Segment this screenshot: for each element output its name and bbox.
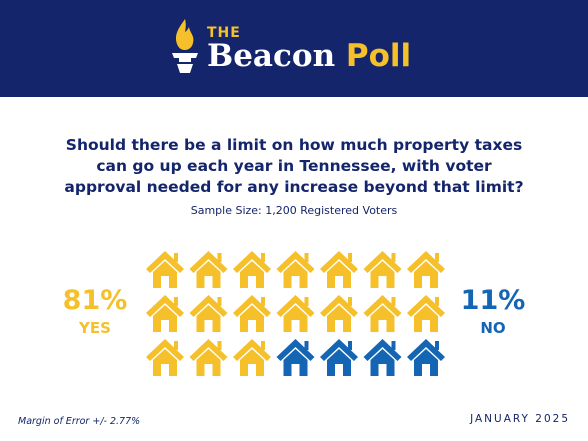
- house-icon-yes: [146, 295, 184, 332]
- house-icon-yes: [233, 339, 271, 376]
- house-icon-yes: [276, 295, 315, 332]
- poll-question: Should there be a limit on how much prop…: [64, 136, 524, 196]
- house-icon-no: [363, 339, 402, 376]
- poll-date: JANUARY 2025: [470, 413, 570, 425]
- no-percent: 11%: [460, 285, 526, 316]
- yes-percent: 81%: [62, 285, 128, 316]
- house-icon-yes: [233, 251, 271, 288]
- house-icon-yes: [189, 251, 228, 288]
- header-banner: THE Beacon Poll: [0, 0, 588, 97]
- torch-icon: [172, 19, 198, 73]
- logo-the-text: THE: [207, 25, 241, 41]
- house-icon-yes: [233, 295, 271, 332]
- house-icon-yes: [320, 251, 358, 288]
- logo-poll-text: Poll: [345, 38, 412, 74]
- house-icon-yes: [363, 295, 402, 332]
- house-icon-yes: [189, 295, 228, 332]
- house-icon-yes: [407, 251, 445, 288]
- house-icon-yes: [363, 251, 402, 288]
- logo-wordmark: Beacon Poll: [207, 38, 411, 74]
- house-icon-no: [276, 339, 315, 376]
- house-icon-no: [320, 339, 358, 376]
- house-icon-yes: [146, 251, 184, 288]
- house-icon-yes: [146, 339, 184, 376]
- house-icon-yes: [276, 251, 315, 288]
- yes-label: YES: [79, 319, 111, 337]
- margin-of-error: Margin of Error +/- 2.77%: [18, 416, 141, 427]
- sample-size: Sample Size: 1,200 Registered Voters: [190, 204, 398, 217]
- house-icon-yes: [407, 295, 445, 332]
- house-icon-no: [407, 339, 445, 376]
- no-label: NO: [480, 319, 506, 337]
- house-icon-yes: [189, 339, 228, 376]
- logo-beacon-text: Beacon: [207, 38, 336, 74]
- house-icon-yes: [320, 295, 358, 332]
